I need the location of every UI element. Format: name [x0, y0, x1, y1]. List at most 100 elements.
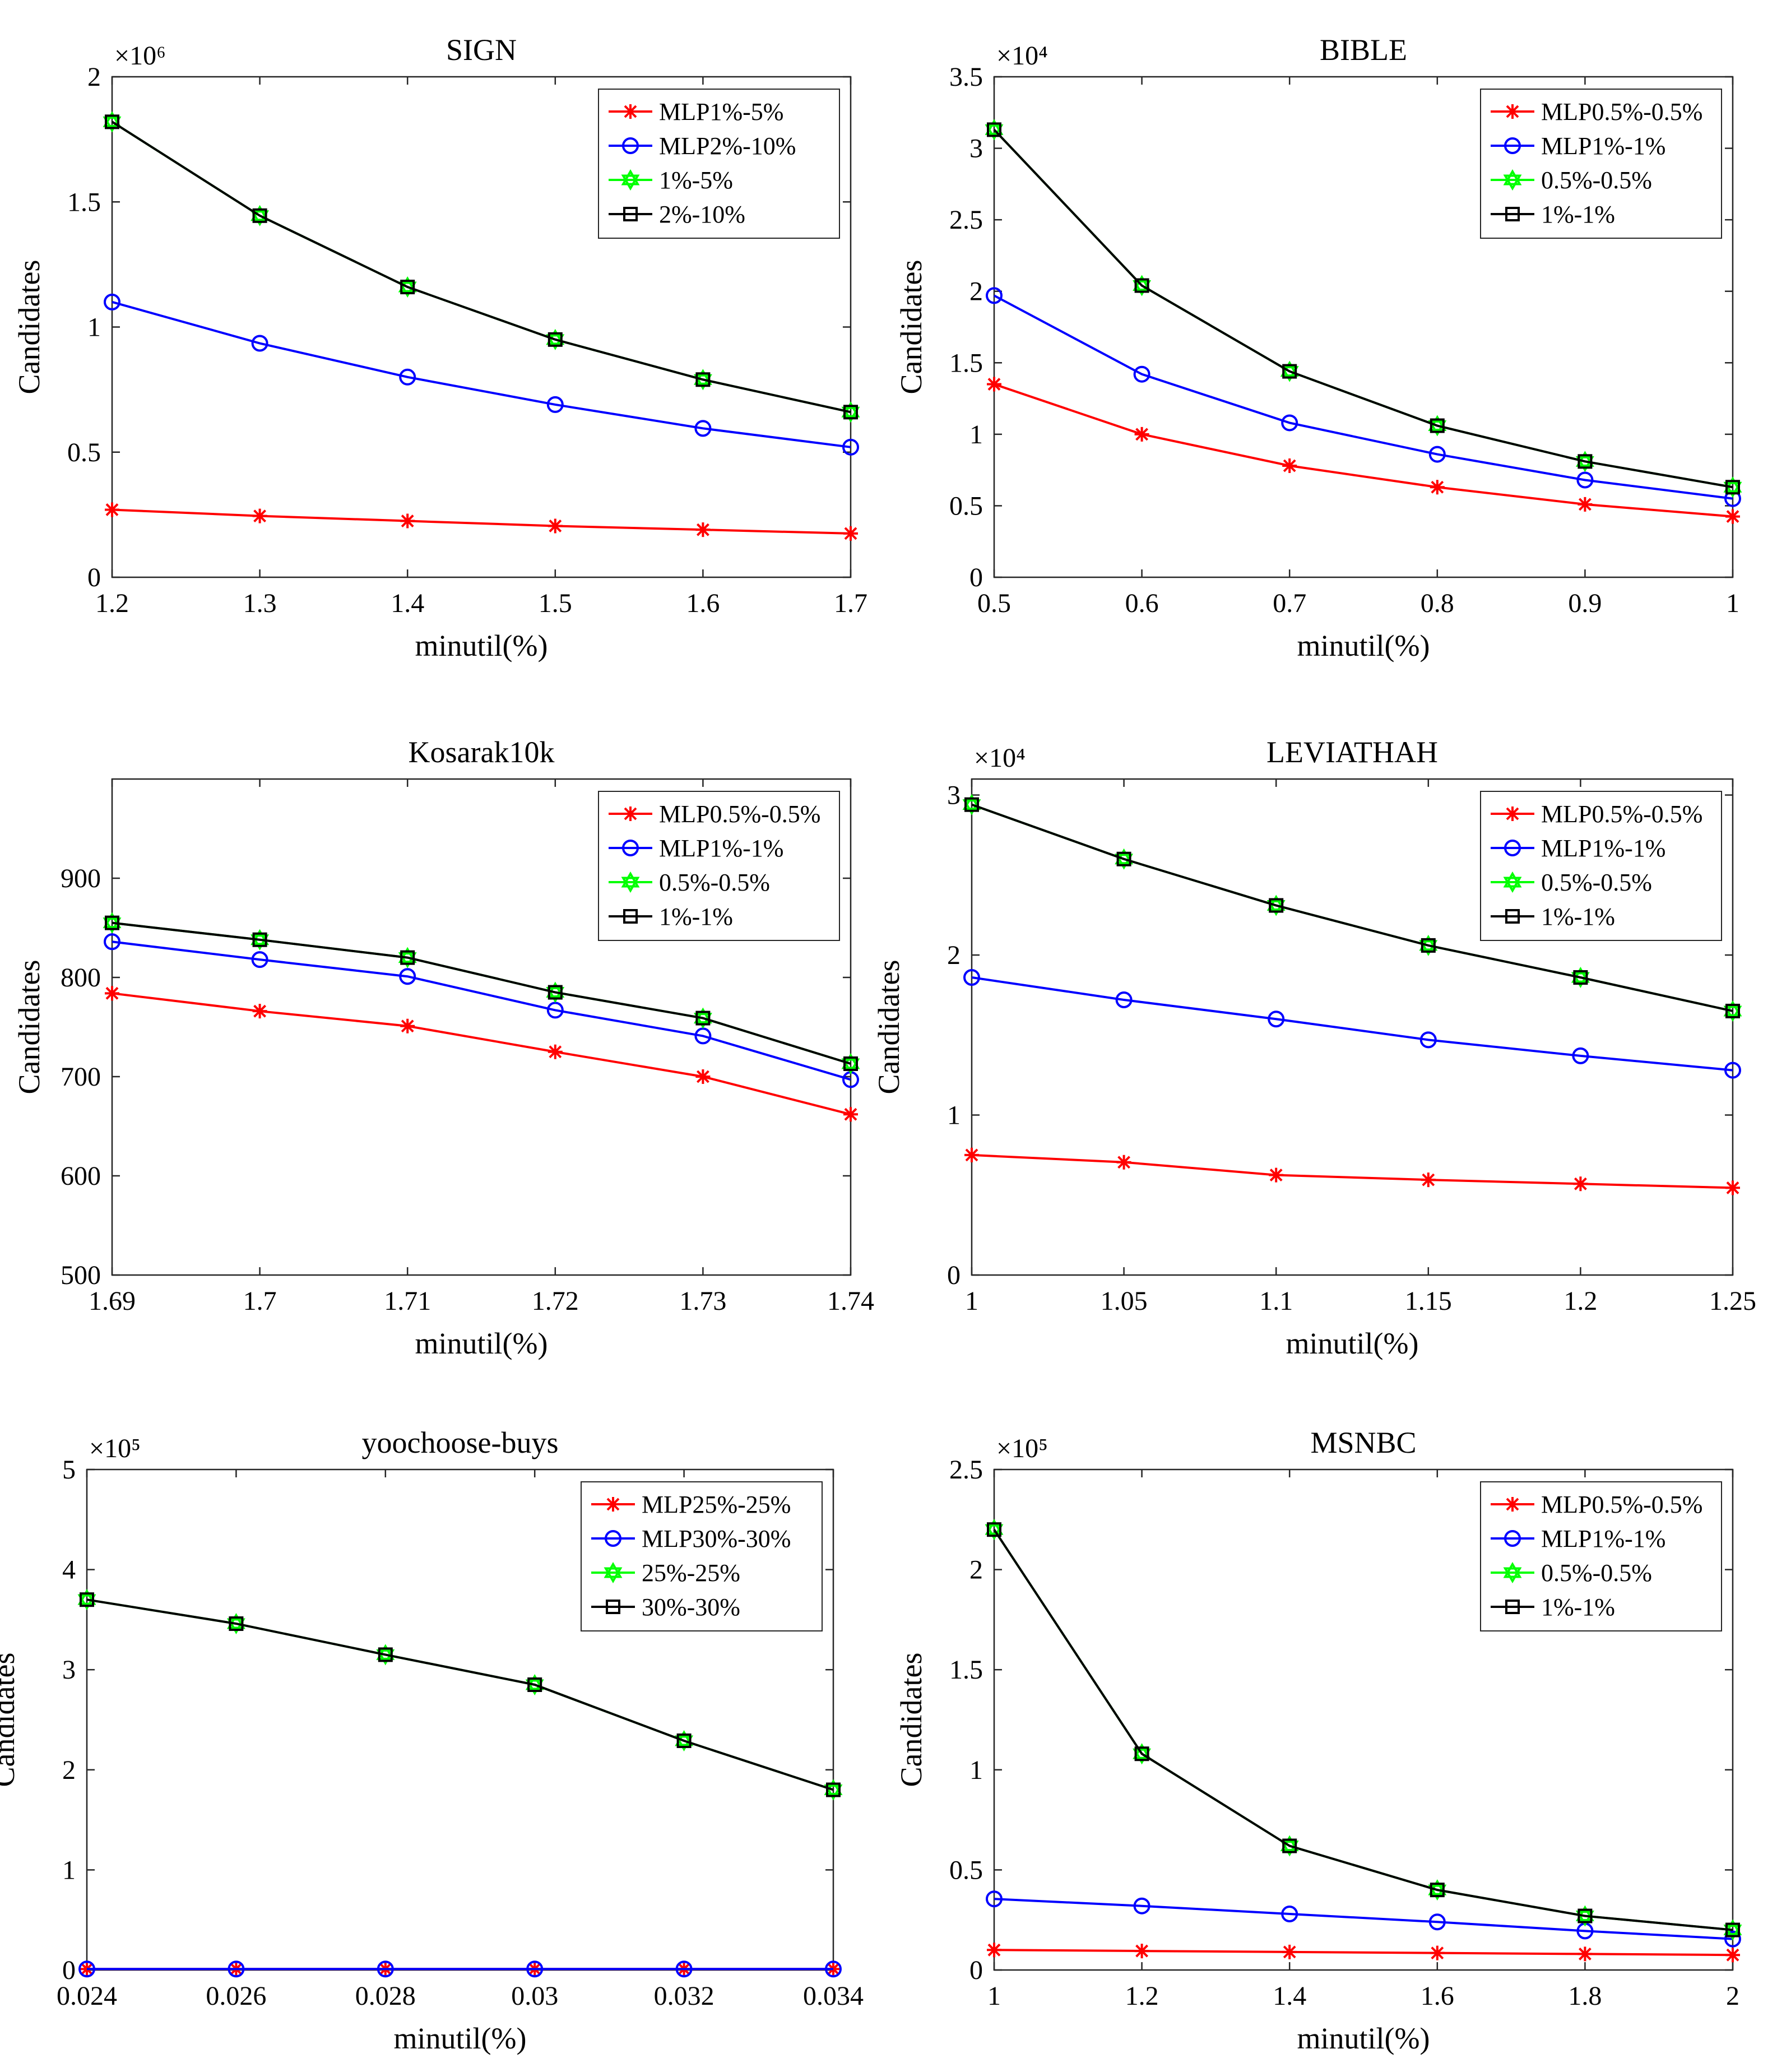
x-tick-label: 1.8: [1568, 1981, 1602, 2011]
data-point: [964, 1147, 979, 1162]
y-tick-label: 2: [87, 62, 101, 92]
data-point: [695, 1010, 711, 1026]
y-tick-label: 2: [947, 940, 961, 970]
y-tick-label: 2: [969, 277, 983, 307]
x-tick-label: 0.5: [977, 588, 1011, 618]
legend-entry: 2%-10%: [609, 201, 745, 228]
y-axis-label: Candidates: [872, 960, 906, 1095]
legend-entry: MLP25%-25%: [591, 1491, 791, 1518]
data-point: [548, 1044, 563, 1059]
x-tick-label: 1.73: [679, 1286, 726, 1316]
data-point: [1724, 1062, 1741, 1079]
y-tick-label: 0.5: [949, 1855, 983, 1885]
y-tick-label: 700: [61, 1062, 101, 1092]
series-line: [112, 992, 851, 1116]
data-point: [1572, 1047, 1589, 1064]
data-point: [694, 420, 712, 437]
legend-marker: [623, 806, 638, 821]
data-point: [1133, 365, 1150, 383]
legend-entry: 1%-1%: [1491, 201, 1615, 228]
data-point: [1282, 1838, 1297, 1853]
x-axis-label: minutil(%): [1297, 629, 1430, 662]
data-point: [1269, 1167, 1284, 1183]
legend-marker: [622, 840, 639, 856]
data-point: [228, 1960, 245, 1978]
series-line: [971, 803, 1733, 1012]
x-tick-label: 1.3: [243, 588, 277, 618]
chart-panel-6: MSNBC 1 1.2 1.4 1.6 1.8 2 0 0.5 1 1.5 2 2.5 ×10⁵ minut…: [894, 1426, 1742, 2055]
data-point: [1116, 851, 1131, 866]
data-point: [1578, 1908, 1593, 1923]
legend-marker: [1503, 871, 1522, 893]
legend-label: MLP0.5%-0.5%: [1541, 98, 1702, 126]
legend-marker: [1504, 137, 1521, 154]
legend: MLP0.5%-0.5% MLP1%-1% 0.5%-0.5% 1%-1%: [1480, 1481, 1722, 1631]
x-tick-label: 1.7: [834, 588, 867, 618]
series-2: [963, 969, 1741, 1079]
legend-marker: [1504, 1530, 1521, 1547]
legend-marker: [1505, 1600, 1520, 1614]
series-1: [105, 502, 858, 541]
data-point: [1430, 1945, 1445, 1960]
y-tick-label: 0: [947, 1260, 961, 1290]
x-tick-label: 0.6: [1125, 588, 1159, 618]
y-tick-label: 900: [61, 864, 101, 893]
legend-label: 0.5%-0.5%: [1541, 1559, 1652, 1587]
data-point: [1281, 414, 1298, 432]
data-point: [252, 1004, 267, 1019]
legend-entry: MLP1%-1%: [1491, 132, 1665, 160]
data-point: [1725, 1180, 1740, 1195]
legend-entry: 1%-1%: [1491, 1593, 1615, 1621]
data-point: [1725, 480, 1740, 495]
data-point: [1282, 364, 1297, 379]
legend-marker: [1505, 1497, 1520, 1512]
x-tick-label: 1.2: [1563, 1286, 1597, 1316]
y-multiplier-label: ×10⁵: [89, 1434, 141, 1463]
data-point: [1430, 480, 1445, 495]
y-tick-label: 0: [62, 1955, 76, 1985]
legend-entry: 0.5%-0.5%: [1491, 869, 1652, 896]
y-multiplier-label: ×10⁶: [114, 41, 166, 71]
legend-entry: MLP1%-1%: [609, 835, 783, 862]
data-point: [251, 335, 268, 352]
x-axis-label: minutil(%): [415, 629, 548, 662]
legend-label: MLP0.5%-0.5%: [1541, 800, 1702, 828]
series-line: [994, 383, 1733, 518]
legend-label: 1%-1%: [659, 903, 733, 930]
data-point: [695, 522, 711, 537]
series-line: [993, 1529, 1733, 1931]
data-point: [1578, 1946, 1593, 1962]
legend-entry: MLP30%-30%: [591, 1525, 791, 1552]
x-tick-label: 1.6: [686, 588, 720, 618]
data-point: [985, 119, 1004, 141]
legend-marker: [1505, 806, 1520, 821]
data-point: [1419, 1031, 1437, 1049]
data-point: [1725, 1948, 1740, 1963]
series-1: [987, 1943, 1740, 1963]
legend-entry: 1%-5%: [609, 166, 733, 194]
data-point: [986, 287, 1003, 304]
data-point: [986, 1890, 1003, 1908]
data-point: [695, 372, 711, 387]
data-point: [546, 981, 565, 1003]
data-point: [1578, 497, 1593, 512]
legend-label: MLP1%-1%: [1541, 1525, 1665, 1552]
data-point: [252, 508, 267, 523]
data-point: [1430, 1883, 1445, 1898]
y-tick-label: 500: [61, 1260, 101, 1290]
data-point: [105, 915, 119, 930]
data-point: [527, 1677, 542, 1692]
x-tick-label: 0.8: [1421, 588, 1454, 618]
legend-label: MLP30%-30%: [642, 1525, 791, 1552]
legend-marker: [1505, 104, 1520, 119]
data-point: [1573, 970, 1588, 985]
x-axis-label: minutil(%): [1286, 1327, 1419, 1360]
x-tick-label: 1: [1726, 588, 1739, 618]
data-point: [398, 947, 417, 968]
y-multiplier-label: ×10⁴: [996, 41, 1048, 71]
legend-entry: 1%-1%: [609, 903, 733, 930]
x-tick-label: 0.026: [206, 1981, 266, 2011]
data-point: [1428, 446, 1446, 463]
legend-marker: [1504, 840, 1521, 856]
series-4: [105, 915, 858, 1071]
